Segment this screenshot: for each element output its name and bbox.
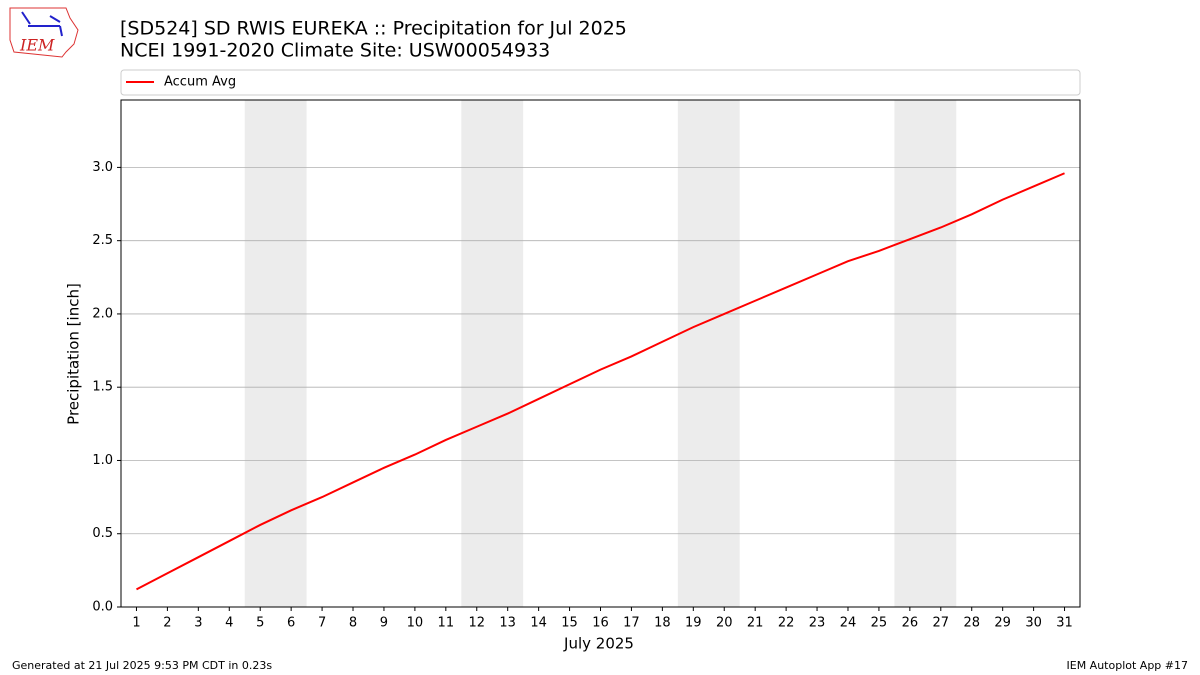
chart-subtitle: NCEI 1991-2020 Climate Site: USW00054933: [120, 40, 550, 62]
x-tick-label: 25: [871, 616, 888, 631]
x-tick-label: 23: [809, 616, 826, 631]
shaded-band: [894, 100, 957, 607]
x-tick-label: 1: [132, 616, 140, 631]
y-tick-label: 3.0: [92, 160, 113, 175]
x-tick-label: 8: [349, 616, 357, 631]
y-axis-label: Precipitation [inch]: [65, 283, 83, 425]
y-tick-label: 1.5: [92, 380, 113, 395]
x-tick-label: 20: [716, 616, 733, 631]
y-tick-label: 0.0: [92, 600, 113, 615]
shaded-band: [677, 100, 740, 607]
x-tick-label: 26: [902, 616, 919, 631]
plot-frame: [120, 99, 1081, 608]
x-tick-label: 10: [407, 616, 424, 631]
x-tick-label: 19: [685, 616, 702, 631]
y-tick-label: 2.0: [92, 306, 113, 321]
logo-icon: [21, 11, 63, 37]
x-tick-label: 4: [225, 616, 233, 631]
x-tick-label: 14: [530, 616, 547, 631]
x-tick-label: 9: [380, 616, 388, 631]
x-tick-label: 21: [747, 616, 764, 631]
legend-label: Accum Avg: [164, 75, 236, 90]
shaded-band: [461, 100, 524, 607]
x-tick-label: 12: [468, 616, 485, 631]
x-tick-label: 17: [623, 616, 640, 631]
data-line: [136, 172, 1065, 591]
x-axis-label: July 2025: [563, 635, 634, 653]
x-tick-label: 18: [654, 616, 671, 631]
y-tick-label: 1.0: [92, 453, 113, 468]
shaded-band: [244, 100, 307, 607]
x-tick-label: 16: [592, 616, 609, 631]
footer-left: Generated at 21 Jul 2025 9:53 PM CDT in …: [12, 659, 272, 672]
x-tick-label: 13: [499, 616, 516, 631]
x-tick-label: 28: [963, 616, 980, 631]
logo: IEM: [9, 7, 79, 58]
x-tick-label: 7: [318, 616, 326, 631]
legend-box: [120, 69, 1081, 96]
x-tick-label: 6: [287, 616, 295, 631]
x-tick-label: 22: [778, 616, 795, 631]
x-tick-label: 24: [840, 616, 857, 631]
x-tick-label: 27: [933, 616, 950, 631]
y-tick-label: 2.5: [92, 233, 113, 248]
x-tick-label: 2: [163, 616, 171, 631]
y-tick-label: 0.5: [92, 526, 113, 541]
footer-right: IEM Autoplot App #17: [1067, 659, 1189, 672]
logo-outline: [9, 7, 79, 58]
x-tick-label: 15: [561, 616, 578, 631]
logo-text: IEM: [19, 36, 55, 55]
x-tick-label: 31: [1056, 616, 1073, 631]
chart-title: [SD524] SD RWIS EUREKA :: Precipitation …: [120, 18, 627, 40]
x-tick-label: 11: [438, 616, 455, 631]
x-tick-label: 29: [994, 616, 1011, 631]
x-tick-label: 5: [256, 616, 264, 631]
x-tick-label: 30: [1025, 616, 1042, 631]
x-tick-label: 3: [194, 616, 202, 631]
